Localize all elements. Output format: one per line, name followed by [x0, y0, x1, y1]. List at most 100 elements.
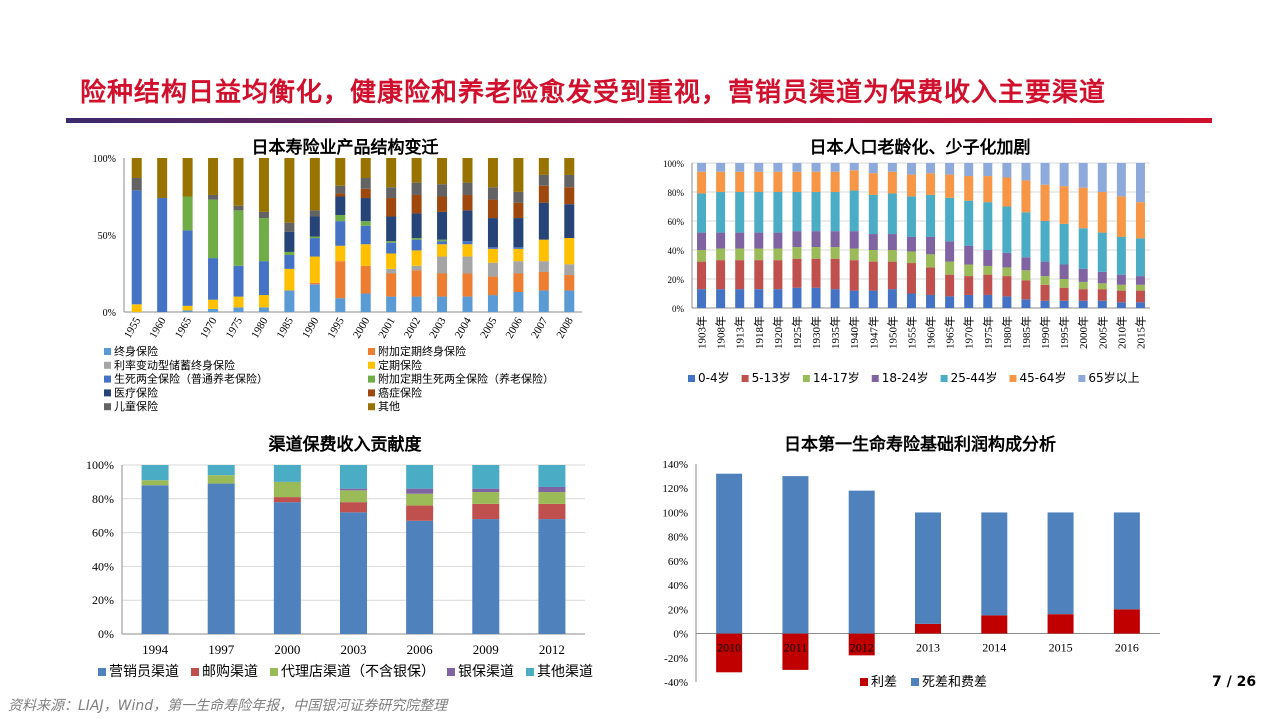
bar-segment-products — [513, 158, 524, 192]
y-tick-label-channels: 60% — [92, 526, 114, 540]
bar-segment-population — [830, 231, 840, 248]
bar-segment-population — [1097, 163, 1107, 192]
x-tick-label-population: 2005年 — [1095, 316, 1109, 349]
legend-label-population: 14-17岁 — [813, 370, 860, 385]
bar-segment-products — [538, 185, 549, 203]
bar-segment-population — [1059, 287, 1069, 301]
legend-swatch-channels — [270, 668, 278, 676]
bar-segment-products — [208, 158, 219, 195]
bar-segment-population — [1040, 221, 1050, 262]
chart-title-profit: 日本第一生命寿险基础利润构成分析 — [784, 435, 1056, 455]
bar-segment-products — [386, 273, 397, 297]
x-tick-label-products: 1955 — [122, 315, 144, 340]
bar-segment-products — [411, 265, 422, 271]
bar-segment-channels — [273, 481, 301, 498]
bar-segment-population — [1078, 289, 1088, 301]
bar-segment-population — [926, 294, 936, 308]
bar-segment-products — [258, 158, 269, 212]
y-tick-label-products: 50% — [98, 231, 116, 242]
bar-segment-population — [773, 260, 783, 290]
bar-segment-population — [926, 254, 936, 268]
bar-segment-population — [735, 232, 745, 249]
bar-segment-population — [1002, 206, 1012, 253]
legend-label-channels: 邮购渠道 — [202, 664, 258, 680]
bar-segment-products — [386, 198, 397, 217]
bar-segment-products — [487, 158, 498, 188]
x-tick-label-products: 2000 — [351, 315, 373, 340]
legend-label-channels: 其他渠道 — [537, 664, 593, 680]
x-tick-label-population: 1930年 — [809, 316, 823, 349]
bar-segment-products — [309, 282, 320, 285]
bar-segment-population — [1040, 276, 1050, 285]
bar-segment-products — [360, 244, 371, 266]
bar-segment-population — [1078, 228, 1088, 269]
bar-segment-population — [697, 232, 707, 250]
legend-swatch-channels — [447, 668, 455, 676]
bar-segment-population — [773, 171, 783, 192]
y-tick-label-products: 0% — [103, 308, 116, 319]
bar-segment-population — [735, 163, 745, 172]
legend-label-products: 附加定期生死两全保险（养老保险） — [378, 372, 554, 386]
bar-segment-population — [868, 261, 878, 291]
bar-segment-products — [411, 182, 422, 195]
bar-segment-products — [487, 295, 498, 312]
bar-segment-products — [411, 158, 422, 183]
bar-segment-channels — [141, 480, 169, 486]
bar-segment-channels — [340, 465, 367, 489]
y-tick-label-profit: 100% — [662, 507, 688, 519]
bar-segment-channels — [340, 512, 367, 634]
bar-segment-population — [887, 163, 897, 172]
bar-segment-channels — [406, 493, 434, 506]
bar-segment-profit — [782, 476, 809, 634]
x-tick-label-channels: 1994 — [142, 642, 169, 657]
y-tick-label-profit: 80% — [668, 532, 688, 544]
bar-segment-population — [1097, 289, 1107, 301]
bar-segment-population — [1135, 202, 1145, 239]
bar-segment-products — [233, 296, 244, 308]
bar-segment-products — [538, 271, 549, 291]
bar-segment-products — [131, 190, 142, 305]
legend-swatch-channels — [191, 668, 199, 676]
source-note: 资料来源：LIAJ，Wind，第一生命寿险年报，中国银河证券研究院整理 — [8, 698, 448, 714]
legend-swatch-products — [104, 389, 111, 397]
bar-segment-population — [906, 251, 916, 264]
bar-segment-channels — [472, 488, 500, 493]
bar-segment-products — [258, 307, 269, 312]
y-tick-label-channels: 20% — [92, 593, 114, 607]
bar-segment-population — [754, 192, 764, 233]
bar-segment-products — [131, 158, 142, 179]
bar-segment-channels — [472, 503, 500, 520]
bar-segment-products — [233, 307, 244, 312]
bar-segment-products — [182, 305, 193, 311]
bar-segment-population — [983, 265, 993, 275]
legend-label-products: 儿童保险 — [114, 399, 158, 413]
legend-label-profit: 死差和费差 — [922, 675, 987, 690]
legend-swatch-population — [802, 375, 810, 382]
bar-segment-products — [157, 158, 168, 199]
legend-label-channels: 代理店渠道（不含银保） — [281, 664, 435, 680]
x-tick-label-population: 1965年 — [943, 316, 957, 349]
bar-segment-population — [1078, 187, 1088, 229]
legend-label-channels: 银保渠道 — [458, 664, 514, 680]
bar-segment-population — [983, 202, 993, 250]
x-tick-label-profit: 2013 — [916, 641, 940, 655]
bar-segment-population — [1116, 163, 1126, 197]
bar-segment-products — [309, 158, 320, 211]
bar-segment-products — [513, 291, 524, 312]
bar-segment-profit — [915, 512, 941, 624]
bar-segment-products — [309, 236, 320, 239]
bar-segment-products — [462, 256, 473, 274]
bar-segment-population — [811, 287, 821, 308]
bar-segment-products — [462, 210, 473, 242]
bar-segment-products — [386, 242, 397, 254]
x-tick-label-products: 2005 — [478, 315, 500, 340]
bar-segment-channels — [538, 486, 566, 493]
bar-segment-products — [335, 196, 346, 215]
bar-segment-products — [386, 296, 397, 312]
bar-segment-population — [773, 289, 783, 308]
x-tick-label-products: 1985 — [275, 315, 297, 340]
bar-segment-profit — [981, 615, 1008, 634]
bar-segment-products — [335, 214, 346, 222]
legend-swatch-population — [1009, 375, 1017, 382]
x-tick-label-population: 1955年 — [904, 316, 918, 349]
